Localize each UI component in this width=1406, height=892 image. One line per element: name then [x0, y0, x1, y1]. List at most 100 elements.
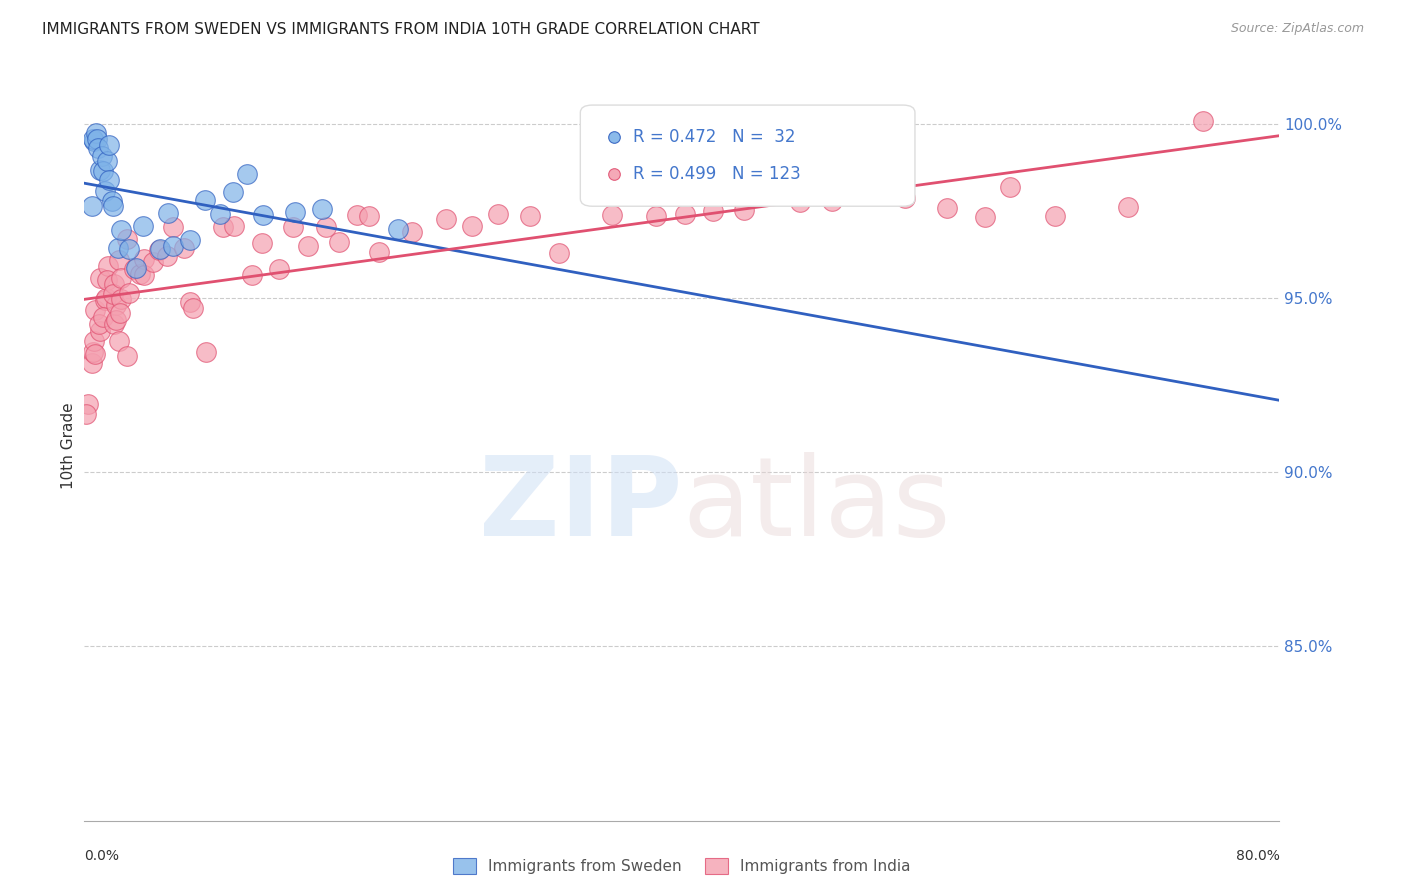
Point: [820, 194, 842, 209]
Point: [155, 249, 177, 263]
Point: [156, 206, 179, 220]
Point: [90, 149, 112, 163]
Point: [103, 286, 125, 301]
Point: [998, 180, 1021, 194]
Point: [84, 347, 107, 361]
Y-axis label: 10th Grade: 10th Grade: [60, 402, 76, 490]
Point: [1118, 200, 1140, 214]
Point: [110, 270, 132, 285]
Point: [162, 238, 184, 252]
Text: 0.0%: 0.0%: [84, 848, 120, 863]
Point: [82, 356, 104, 370]
FancyBboxPatch shape: [581, 105, 915, 206]
Point: [733, 202, 755, 217]
Point: [96, 272, 118, 286]
Point: [297, 239, 319, 253]
Point: [80, 199, 103, 213]
Text: Source: ZipAtlas.com: Source: ZipAtlas.com: [1230, 22, 1364, 36]
Point: [236, 167, 259, 181]
Point: [110, 223, 132, 237]
Point: [83, 334, 105, 349]
Point: [104, 298, 127, 312]
Point: [110, 293, 132, 307]
Point: [75, 407, 97, 421]
Point: [328, 235, 350, 249]
Text: atlas: atlas: [682, 452, 950, 559]
Point: [194, 193, 217, 207]
Point: [101, 194, 124, 208]
Point: [89, 163, 111, 178]
Point: [221, 186, 243, 200]
Point: [935, 201, 957, 215]
Point: [311, 202, 333, 216]
Point: [103, 277, 125, 291]
Text: R = 0.472   N =  32: R = 0.472 N = 32: [633, 128, 796, 146]
Point: [105, 313, 128, 327]
Point: [600, 208, 623, 222]
Text: ZIP: ZIP: [478, 452, 682, 559]
Point: [97, 173, 120, 187]
Legend: Immigrants from Sweden, Immigrants from India: Immigrants from Sweden, Immigrants from …: [447, 852, 917, 880]
Point: [115, 232, 138, 246]
Point: [97, 138, 120, 153]
Point: [519, 209, 541, 223]
Point: [974, 210, 997, 224]
Point: [118, 243, 141, 257]
Point: [107, 253, 129, 268]
Point: [87, 141, 110, 155]
Point: [645, 209, 668, 223]
Point: [132, 252, 155, 266]
Point: [134, 268, 156, 283]
Point: [387, 222, 409, 236]
Point: [1191, 114, 1213, 128]
Point: [94, 293, 117, 307]
Point: [173, 241, 195, 255]
Point: [401, 225, 423, 239]
Point: [94, 184, 117, 198]
Point: [101, 199, 124, 213]
Point: [284, 204, 307, 219]
Point: [673, 207, 696, 221]
Point: [87, 317, 110, 331]
Point: [547, 245, 569, 260]
Text: 80.0%: 80.0%: [1236, 848, 1279, 863]
Point: [893, 191, 915, 205]
Point: [77, 397, 100, 411]
Point: [96, 153, 118, 168]
Point: [148, 244, 170, 258]
Text: IMMIGRANTS FROM SWEDEN VS IMMIGRANTS FROM INDIA 10TH GRADE CORRELATION CHART: IMMIGRANTS FROM SWEDEN VS IMMIGRANTS FRO…: [42, 22, 759, 37]
Point: [89, 324, 111, 338]
Point: [83, 303, 105, 318]
Point: [103, 318, 125, 332]
Point: [108, 306, 131, 320]
Point: [222, 219, 245, 234]
Point: [368, 245, 391, 260]
Point: [281, 219, 304, 234]
Point: [89, 270, 111, 285]
Point: [124, 261, 146, 276]
Point: [107, 241, 129, 255]
Point: [183, 301, 205, 315]
Point: [162, 219, 184, 234]
Point: [93, 163, 115, 178]
Text: R = 0.499   N = 123: R = 0.499 N = 123: [633, 165, 800, 183]
Point: [117, 286, 139, 301]
Point: [461, 219, 484, 233]
Point: [357, 209, 380, 223]
Point: [82, 132, 104, 146]
Point: [252, 208, 274, 222]
Point: [250, 236, 273, 251]
Point: [122, 262, 145, 277]
Point: [194, 344, 217, 359]
Point: [346, 208, 368, 222]
Point: [240, 268, 263, 282]
Point: [97, 259, 120, 273]
Point: [758, 180, 780, 194]
Point: [86, 132, 108, 146]
Point: [84, 126, 107, 140]
Point: [108, 334, 131, 348]
Point: [128, 267, 150, 281]
Point: [486, 207, 509, 221]
Point: [149, 242, 172, 256]
Point: [315, 220, 337, 235]
